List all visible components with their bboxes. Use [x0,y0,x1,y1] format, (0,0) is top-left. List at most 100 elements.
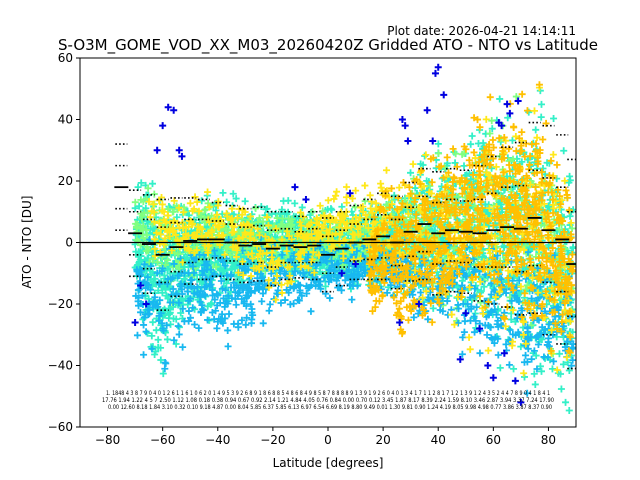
scatter-point [422,151,430,159]
scatter-point [195,324,203,332]
scatter-point [459,199,467,207]
scatter-point [466,345,474,353]
scatter-point [307,307,315,315]
scatter-point [496,95,504,103]
scatter-point [435,149,443,157]
scatter-point [467,140,475,148]
scatter-points [131,63,576,415]
scatter-point [164,212,172,220]
scatter-point [343,183,351,191]
scatter-point [532,126,540,134]
scatter-point [421,152,429,160]
scatter-point [167,320,175,328]
scatter-point [186,199,194,207]
scatter-point [505,145,513,153]
scatter-point [198,197,206,205]
scatter-point [232,195,240,203]
scatter-point [154,286,162,294]
scatter-point [149,268,157,276]
scatter-point [131,204,139,212]
scatter-point [544,334,552,342]
scatter-point [204,188,212,196]
scatter-point [537,100,545,108]
scatter-point [566,212,574,220]
scatter-point [361,182,369,190]
scatter-point [409,160,417,168]
scatter-point [279,197,287,205]
scatter-point [179,343,187,351]
scatter-point [530,370,538,378]
scatter-point [326,294,334,302]
scatter-point [419,161,427,169]
scatter-point [149,318,157,326]
scatter-point [225,310,233,318]
scatter-point [451,159,459,167]
scatter-point [488,125,496,133]
scatter-point [140,321,148,329]
scatter-point [382,166,390,174]
scatter-point [471,328,479,336]
scatter-point [148,180,156,188]
scatter-point [172,340,180,348]
scatter-point [265,307,273,315]
scatter-point [448,311,456,319]
scatter-point [560,360,567,368]
scatter-point [465,333,473,341]
scatter-point [157,356,165,364]
scatter-point [484,347,492,355]
plot-date: Plot date: 2026-04-21 14:14:11 [387,24,576,38]
scatter-point [162,359,170,367]
scatter-point [259,319,267,327]
scatter-point [537,113,545,121]
scatter-point [154,336,162,344]
scatter-point [560,147,568,155]
scatter-point [266,300,274,308]
scatter-point [423,177,431,185]
scatter-point [213,324,221,332]
scatter-point [175,330,183,338]
scatter-point [223,198,231,206]
scatter-point [507,315,515,323]
scatter-point [241,197,249,205]
scatter-point [530,107,538,115]
scatter-point [474,139,482,147]
scatter-point [508,136,516,144]
scatter-point [494,351,502,359]
scatter-point [482,115,490,123]
scatter-point [505,361,513,369]
scatter-point [291,199,299,207]
scatter-point [348,296,356,304]
scatter-point [468,132,476,140]
scatter-point [224,342,232,350]
scatter-point [531,380,539,388]
scatter-point [366,191,374,199]
scatter-point [548,365,556,373]
scatter-point [522,351,530,359]
scatter-point [476,349,484,357]
scatter-point [159,370,167,378]
scatter-point [191,321,199,329]
scatter-point [163,335,171,343]
scatter-point [520,369,528,377]
scatter-point [232,301,240,309]
scatter-point [142,328,150,336]
scatter-point [333,188,341,196]
scatter-point [342,193,350,201]
scatter-point [511,318,519,326]
scatter-point [555,350,563,358]
scatter-point [562,398,570,406]
scatter-point [219,189,227,197]
scatter-point [565,407,573,415]
scatter-point [258,297,266,305]
scatter-point [550,114,558,122]
scatter-point [161,365,169,373]
scatter-point [174,322,182,330]
chart-title: S-O3M_GOME_VOD_XX_M03_20260420Z Gridded … [58,36,598,55]
scatter-point [549,151,557,159]
scatter-point [510,365,518,373]
scatter-point [140,351,148,359]
scatter-point [488,117,496,125]
scatter-point [324,196,332,204]
scatter-point [234,320,242,328]
